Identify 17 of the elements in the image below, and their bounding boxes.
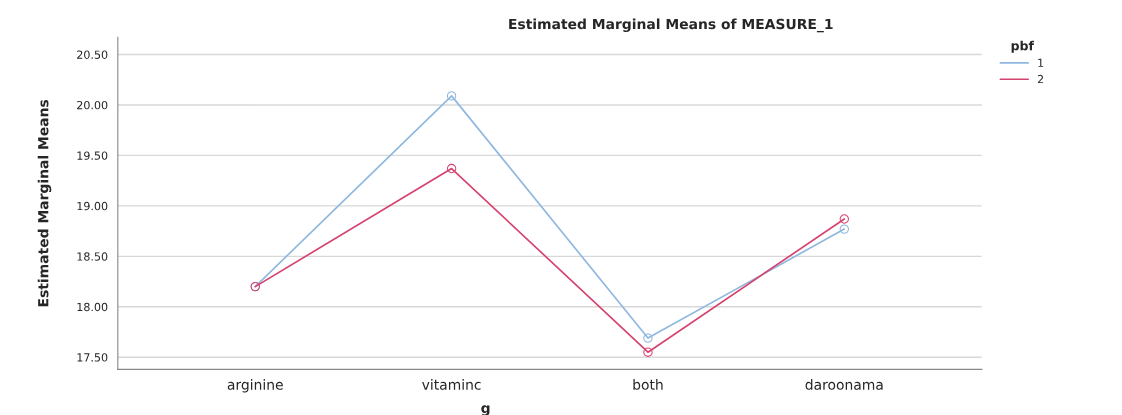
- legend-label: 1: [1038, 58, 1044, 67]
- x-tick-label: arginine: [227, 379, 283, 393]
- chart-title: Estimated Marginal Means of MEASURE_1: [509, 18, 833, 33]
- x-tick-label: daroonama: [805, 379, 883, 390]
- y-tick-label: 20.50: [77, 50, 108, 59]
- y-tick-label: 18.50: [77, 252, 108, 261]
- y-tick-label: 19.00: [77, 201, 108, 211]
- x-axis-title: g: [481, 405, 490, 415]
- y-tick-label: 17.50: [77, 353, 108, 362]
- x-tick-label: vitaminc: [422, 379, 481, 390]
- x-tick-label: both: [633, 379, 663, 390]
- legend-title: pbf: [1011, 40, 1035, 53]
- y-tick-label: 20.00: [77, 100, 108, 110]
- y-axis-title: Estimated Marginal Means: [37, 99, 52, 307]
- y-tick-label: 18.00: [77, 302, 108, 312]
- y-tick-label: 19.50: [77, 151, 108, 160]
- legend-label: 2: [1037, 74, 1044, 84]
